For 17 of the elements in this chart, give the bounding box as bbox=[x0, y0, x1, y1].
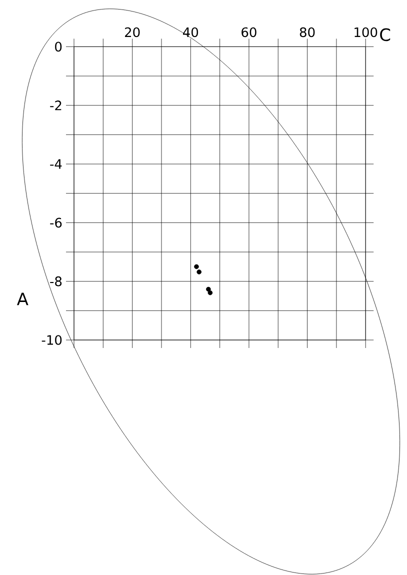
x-tick-label: 60 bbox=[242, 27, 256, 38]
y-tick-label: -6 bbox=[50, 218, 62, 228]
x-tick-label: 80 bbox=[300, 27, 315, 38]
point bbox=[206, 286, 211, 292]
y-tick-label: -2 bbox=[50, 100, 62, 110]
point bbox=[208, 290, 213, 296]
x-axis-title: C bbox=[380, 28, 390, 42]
y-tick-label: -4 bbox=[50, 159, 62, 169]
x-tick-label: 40 bbox=[182, 27, 198, 38]
y-tick-label: 0 bbox=[55, 42, 62, 52]
x-tick-label: 100 bbox=[354, 27, 378, 38]
point bbox=[196, 270, 202, 274]
y-tick-label: -8 bbox=[50, 276, 62, 286]
x-tick-label: 20 bbox=[125, 27, 140, 38]
point bbox=[194, 264, 199, 270]
y-tick-label: -10 bbox=[42, 335, 62, 345]
y-axis-title: A bbox=[16, 292, 28, 306]
